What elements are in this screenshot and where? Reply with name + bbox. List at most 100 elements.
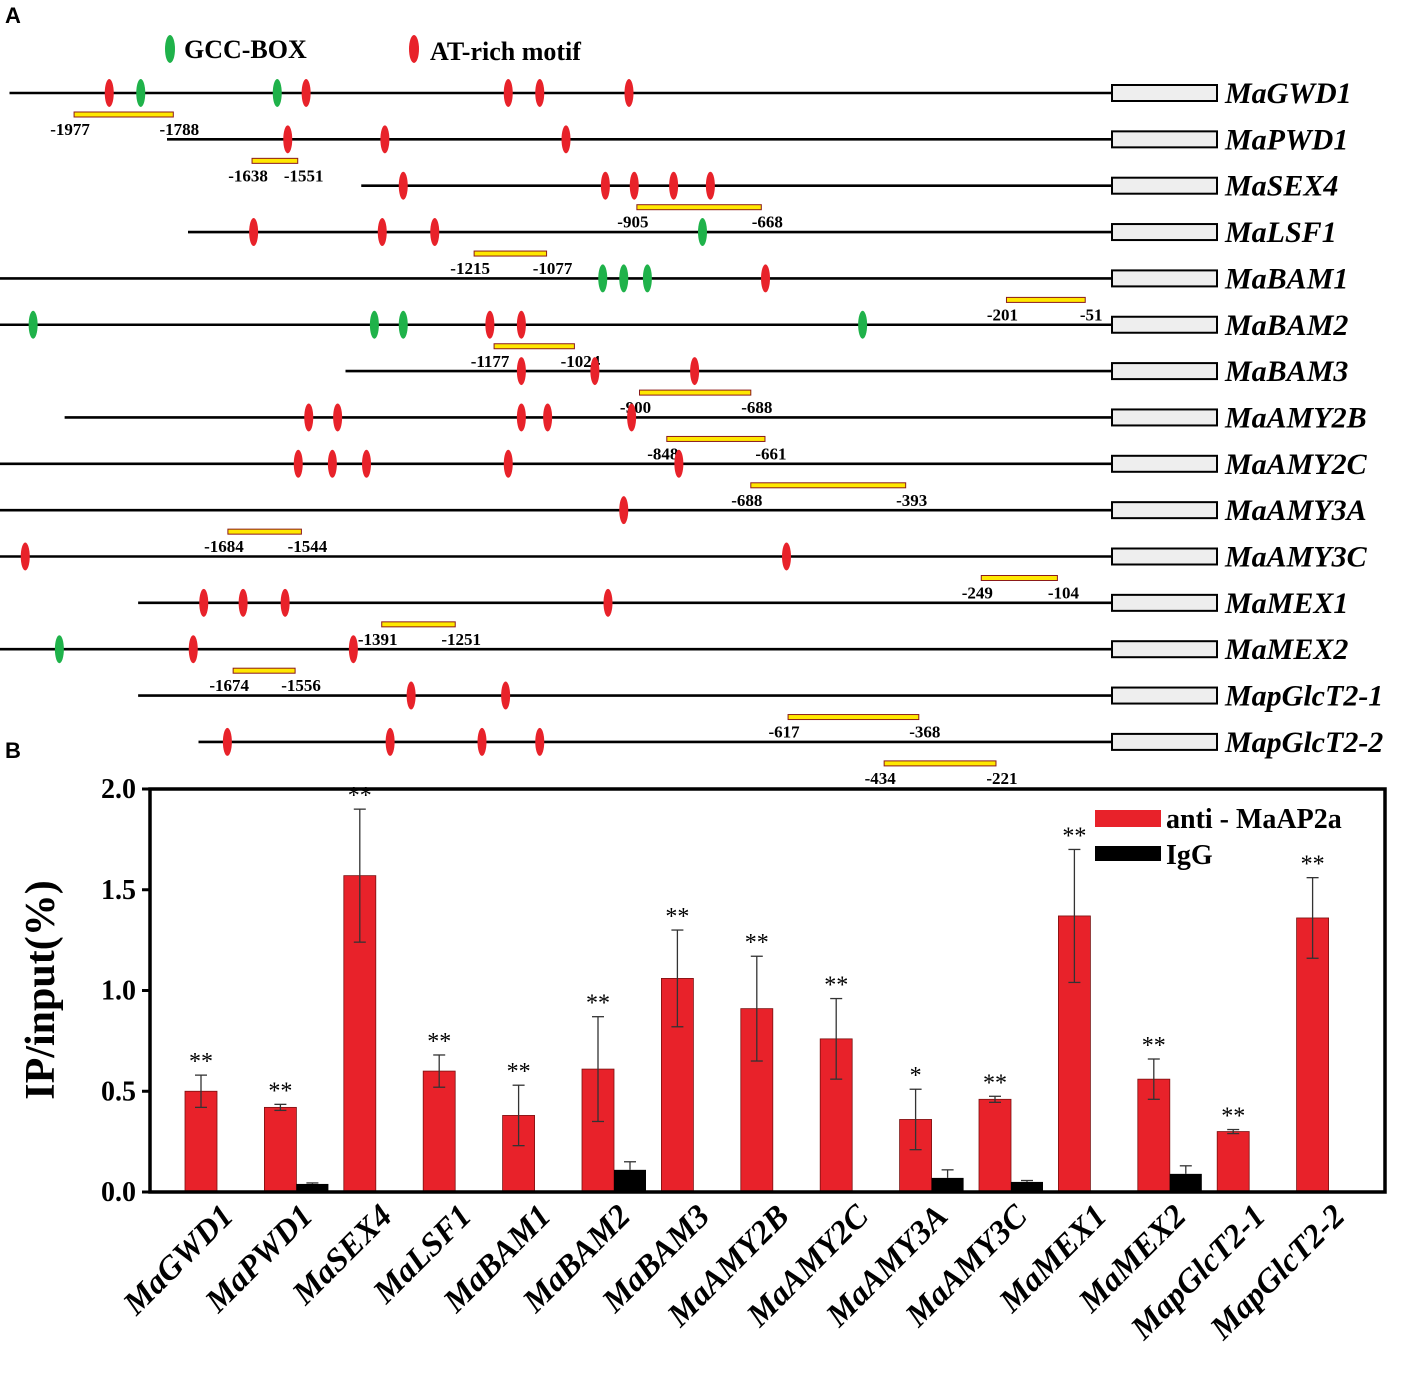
probe-end-coord: -221 xyxy=(986,769,1017,788)
gene-coding-box xyxy=(1111,732,1218,751)
at-rich-motif-icon xyxy=(430,218,440,247)
at-rich-motif-icon xyxy=(377,218,387,247)
bar-series: ******************* ********** xyxy=(184,783,1329,1193)
at-rich-motif-icon xyxy=(782,542,791,571)
at-rich-motif-icon xyxy=(327,449,337,478)
gene-label: MapGlcT2-2 xyxy=(1224,726,1383,759)
at-rich-motif-icon xyxy=(561,125,571,154)
probe-start-coord: -617 xyxy=(768,723,800,742)
panel-b-letter: B xyxy=(5,738,21,763)
gene-label: MaMEX2 xyxy=(1224,633,1348,666)
gene-coding-box xyxy=(1111,362,1218,381)
gene-label: MaBAM3 xyxy=(1224,355,1348,388)
bar-group-MapGlcT2-1: ** xyxy=(1216,1104,1250,1193)
probe-start-coord: -1215 xyxy=(450,259,490,278)
at-rich-motif-icon xyxy=(333,403,343,432)
at-rich-motif-icon xyxy=(619,496,629,525)
gene-track-MapGlcT2-2: MapGlcT2-2 -434 -221 xyxy=(198,726,1383,788)
gene-coding-box xyxy=(1111,593,1218,612)
at-rich-motif-icon xyxy=(503,449,513,478)
probe-start-coord: -688 xyxy=(731,491,762,510)
legend-anti-swatch xyxy=(1095,810,1161,827)
gcc-box-icon xyxy=(136,79,146,107)
gcc-box-icon xyxy=(619,264,629,293)
y-tick-label: 0.0 xyxy=(101,1177,136,1208)
at-rich-motif-icon xyxy=(304,403,314,432)
chip-probe-region xyxy=(639,389,752,396)
bar-igg xyxy=(614,1169,646,1192)
significance-mark: ** xyxy=(348,783,372,809)
gene-track-MaSEX4: MaSEX4 -905 -668 xyxy=(361,170,1338,232)
gene-label: MaBAM1 xyxy=(1224,262,1348,295)
probe-start-coord: -201 xyxy=(987,305,1018,324)
gene-label: MaLSF1 xyxy=(1224,216,1337,249)
gene-tracks: MaGWD1 -1977 -1788 MaPWD1 -1638 -1551 MaSEX4 -9… xyxy=(0,77,1383,788)
probe-start-coord: -848 xyxy=(647,444,678,463)
probe-end-coord: -1551 xyxy=(284,166,324,185)
significance-mark: ** xyxy=(189,1049,213,1075)
probe-end-coord: -688 xyxy=(741,398,772,417)
panel-b-chip-qpcr-chart: B IP/input(%) 0.00.51.01.52.0 **********… xyxy=(5,738,1387,1348)
significance-mark: ** xyxy=(1221,1104,1245,1130)
chip-probe-region xyxy=(473,250,548,257)
gene-coding-box xyxy=(1111,408,1218,427)
at-rich-motif-icon xyxy=(535,79,545,107)
chip-probe-region xyxy=(73,111,174,118)
at-rich-motif-icon xyxy=(501,681,511,710)
gene-coding-box xyxy=(1111,501,1218,520)
bar-anti-maap2a xyxy=(422,1070,456,1193)
bar-group-MaMEX2: ** xyxy=(1137,1033,1202,1193)
y-axis-label: IP/input(%) xyxy=(18,880,64,1099)
bar-group-MaPWD1: ** xyxy=(263,1078,329,1193)
at-rich-motif-icon xyxy=(516,357,526,386)
plot-frame xyxy=(148,787,1387,1194)
at-rich-motif-icon xyxy=(705,171,715,200)
bar-group-MaAMY3A: * xyxy=(899,1063,964,1193)
chip-probe-region xyxy=(227,528,302,535)
at-rich-motif-icon xyxy=(669,171,679,200)
at-rich-motif-icon xyxy=(690,357,700,386)
bar-igg xyxy=(1169,1173,1202,1192)
legend-b: anti - MaAP2a IgG xyxy=(1095,804,1342,871)
bar-igg xyxy=(1011,1181,1043,1192)
bar-group-MaAMY2C: ** xyxy=(819,973,853,1193)
gene-track-MaBAM2: MaBAM2-1177 -1024 xyxy=(0,309,1348,371)
gene-coding-box xyxy=(1111,547,1218,566)
chip-probe-region xyxy=(787,714,920,721)
gene-label: MaGWD1 xyxy=(1224,77,1352,110)
probe-end-coord: -368 xyxy=(909,723,940,742)
gcc-box-icon xyxy=(28,310,38,339)
probe-end-coord: -668 xyxy=(752,213,783,232)
at-rich-motif-icon xyxy=(674,449,684,478)
gene-coding-box xyxy=(1111,269,1218,288)
gene-coding-box xyxy=(1111,223,1218,242)
chip-probe-region xyxy=(232,667,296,674)
gene-coding-box xyxy=(1111,130,1218,149)
significance-mark: ** xyxy=(507,1059,531,1085)
y-tick-label: 1.0 xyxy=(101,976,136,1007)
y-axis: 0.0 0.5 1.0 1.5 2.0 xyxy=(101,774,150,1208)
gene-track-MaMEX2: MaMEX2 -1674 -1556 xyxy=(0,633,1348,695)
gene-track-MaBAM3: MaBAM3-900 -688 xyxy=(345,355,1348,417)
gene-track-MaMEX1: MaMEX1 -1391 -1251 xyxy=(138,587,1348,649)
gene-track-MaAMY2C: MaAMY2C -688 -393 xyxy=(0,448,1368,510)
probe-start-coord: -1177 xyxy=(471,352,510,371)
bar-group-MaLSF1: ** xyxy=(422,1029,456,1193)
bar-group-MaBAM2: ** xyxy=(581,991,646,1193)
at-rich-motif-icon xyxy=(543,403,553,432)
at-rich-motif-icon xyxy=(600,171,610,200)
bar-group-MaAMY3C: ** xyxy=(978,1070,1043,1193)
gene-coding-box xyxy=(1111,640,1218,659)
gene-coding-box xyxy=(1111,176,1218,195)
bar-group-MaBAM3: ** xyxy=(661,904,694,1193)
at-rich-motif-icon xyxy=(249,218,259,247)
at-rich-motif-icon xyxy=(104,79,114,107)
at-rich-motif-icon xyxy=(590,357,600,386)
gcc-box-icon xyxy=(272,79,282,107)
probe-start-coord: -1684 xyxy=(204,537,244,556)
bar-anti-maap2a xyxy=(263,1106,297,1193)
gcc-box-icon xyxy=(369,310,379,339)
y-tick-label: 2.0 xyxy=(101,774,136,805)
gene-track-MaAMY2B: MaAMY2B -848 -661 xyxy=(64,401,1367,463)
bar-anti-maap2a xyxy=(978,1098,1012,1193)
